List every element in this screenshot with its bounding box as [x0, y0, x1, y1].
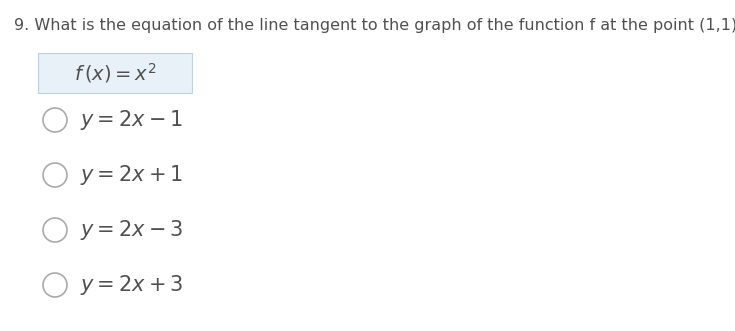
Text: $y = 2x - 3$: $y = 2x - 3$ — [80, 218, 183, 242]
Text: $f\,(x) = x^2$: $f\,(x) = x^2$ — [74, 61, 157, 85]
Text: 9. What is the equation of the line tangent to the graph of the function f at th: 9. What is the equation of the line tang… — [14, 18, 735, 33]
FancyBboxPatch shape — [38, 53, 192, 93]
Text: $y = 2x + 1$: $y = 2x + 1$ — [80, 163, 183, 187]
Text: $y = 2x + 3$: $y = 2x + 3$ — [80, 273, 183, 297]
Text: $y = 2x - 1$: $y = 2x - 1$ — [80, 108, 183, 132]
